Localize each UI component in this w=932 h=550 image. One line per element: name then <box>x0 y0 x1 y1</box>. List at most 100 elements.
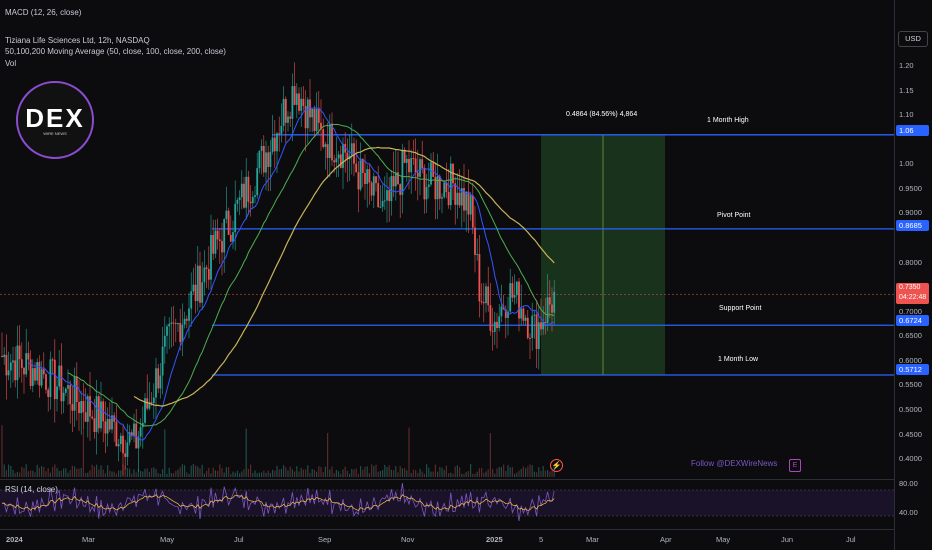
volume-bar <box>100 465 102 477</box>
candle-body <box>36 362 39 381</box>
volume-bar <box>221 468 223 477</box>
volume-bar <box>91 464 93 477</box>
candle-body <box>254 195 256 197</box>
volume-bar <box>349 473 351 477</box>
volume-bar <box>36 464 38 477</box>
candle-body <box>166 326 168 336</box>
follow-text[interactable]: Follow @DEXWireNews <box>691 459 778 468</box>
candle-body <box>491 330 494 332</box>
ma-label[interactable]: 50,100,200 Moving Average (50, close, 10… <box>5 47 226 56</box>
volume-bar <box>60 470 62 477</box>
candle-body <box>170 322 173 324</box>
candle-body <box>104 421 107 434</box>
volume-bar <box>520 468 522 477</box>
volume-bar <box>525 468 527 477</box>
volume-bar <box>43 466 45 477</box>
candle-body <box>535 314 538 350</box>
volume-bar <box>236 470 238 477</box>
volume-bar <box>377 471 379 477</box>
lightning-icon[interactable]: ⚡ <box>550 459 563 472</box>
volume-bar <box>201 464 203 477</box>
candle-body <box>368 169 371 183</box>
candle-body <box>278 133 281 135</box>
candle-body <box>58 365 61 387</box>
volume-bar <box>327 432 329 477</box>
candle-body <box>467 191 470 215</box>
level-label-pivot: Pivot Point <box>717 212 751 219</box>
volume-bar <box>384 464 386 477</box>
candle-body <box>225 210 228 220</box>
volume-bar <box>89 470 91 477</box>
candle-body <box>482 302 485 304</box>
candle-body <box>469 195 472 215</box>
rsi-label[interactable]: RSI (14, close) <box>5 485 58 494</box>
candle-body <box>511 283 514 298</box>
candle-body <box>485 286 487 304</box>
time-axis-border <box>0 529 895 530</box>
candle-body <box>524 317 527 321</box>
volume-bar <box>124 465 126 477</box>
candle-body <box>520 308 523 319</box>
price-axis-label: 0.5500 <box>899 380 922 390</box>
price-axis[interactable]: USD 1.20 1.15 1.10 1.00 0.9500 0.9000 0.8000 0.… <box>894 0 932 550</box>
volume-bar <box>463 473 465 477</box>
volume-bar <box>212 467 214 477</box>
volume-bar <box>137 469 139 477</box>
candle-body <box>62 392 65 402</box>
volume-bar <box>454 466 456 477</box>
candle-body <box>82 400 85 413</box>
price-axis-label: 0.6500 <box>899 331 922 341</box>
volume-bar <box>243 469 245 477</box>
candle-body <box>298 93 300 111</box>
candle-body <box>421 159 424 168</box>
candle-body <box>91 416 94 419</box>
volume-bar <box>461 473 463 477</box>
candle-body <box>339 154 342 168</box>
volume-bar <box>131 473 133 477</box>
volume-bar <box>481 467 483 477</box>
volume-bar <box>542 466 544 477</box>
volume-bar <box>489 433 491 477</box>
candle-body <box>227 210 230 235</box>
macd-label[interactable]: MACD (12, 26, close) <box>5 8 82 17</box>
volume-bar <box>109 470 111 477</box>
volume-label[interactable]: Vol <box>5 59 17 68</box>
volume-bar <box>478 468 480 477</box>
volume-bar <box>32 470 34 477</box>
time-axis-label: Jun <box>781 535 794 544</box>
candle-body <box>128 432 131 443</box>
volume-bar <box>58 470 60 477</box>
volume-bar <box>265 472 267 477</box>
pane-separator <box>0 479 895 480</box>
volume-bar <box>393 470 395 477</box>
candle-body <box>56 386 58 400</box>
candle-body <box>14 360 17 381</box>
candle-body <box>377 183 380 208</box>
candle-body <box>546 297 549 323</box>
volume-bar <box>456 465 458 477</box>
candle-body <box>251 196 254 204</box>
candle-body <box>185 318 188 321</box>
price-chart[interactable] <box>0 0 895 478</box>
candle-body <box>548 297 551 305</box>
candle-body <box>443 182 446 198</box>
price-axis-label: 0.7000 <box>899 306 922 316</box>
volume-bar <box>362 469 364 477</box>
candle-body <box>465 191 468 211</box>
volume-bar <box>126 467 128 477</box>
candle-body <box>214 230 217 254</box>
candle-body <box>447 192 450 206</box>
volume-bar <box>276 465 278 477</box>
candle-body <box>458 192 461 206</box>
candle-body <box>221 240 223 253</box>
candle-body <box>216 230 219 240</box>
candle-body <box>478 254 481 302</box>
candle-body <box>434 176 437 200</box>
currency-button[interactable]: USD <box>898 31 928 47</box>
volume-bar <box>76 468 78 477</box>
volume-bar <box>467 471 469 477</box>
volume-bar <box>274 470 276 477</box>
rsi-pane[interactable] <box>0 481 895 528</box>
chart-title[interactable]: Tiziana Life Sciences Ltd, 12h, NASDAQ <box>5 36 150 45</box>
earnings-icon[interactable]: E <box>789 459 801 472</box>
